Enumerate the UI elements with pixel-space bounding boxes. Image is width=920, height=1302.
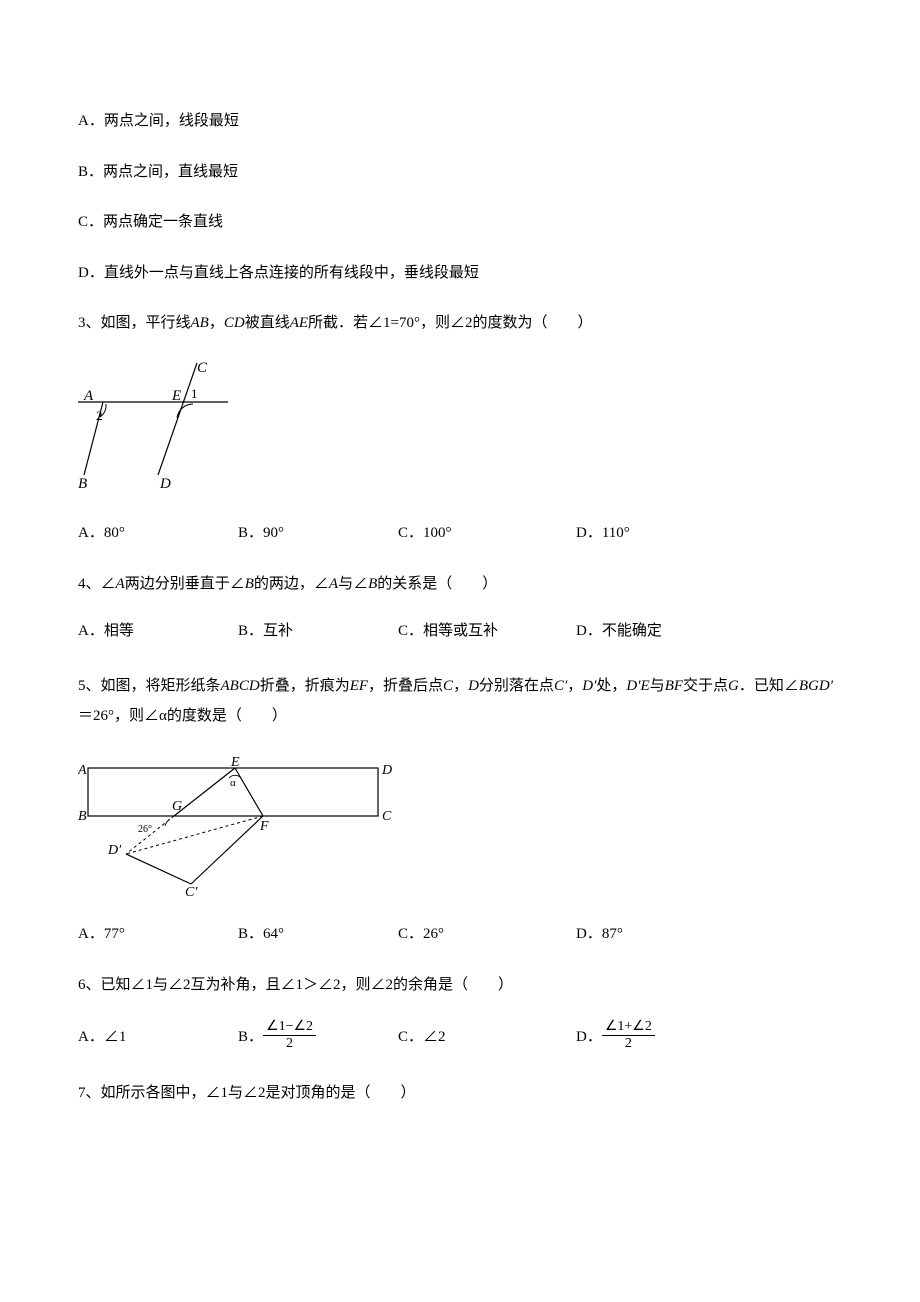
q5-figure: A D B C E F G D′ C′ α 26°: [78, 756, 842, 904]
q6-d-den: 2: [602, 1036, 655, 1052]
q4-b1: B: [245, 576, 254, 592]
q3-options: A．80° B．90° C．100° D．110°: [78, 522, 842, 545]
q3-fig-2: 2: [96, 408, 103, 423]
q2-option-c[interactable]: C．两点确定一条直线: [78, 211, 842, 234]
q5-end: 交于: [683, 678, 713, 694]
q6-d-frac: ∠1+∠22: [602, 1019, 655, 1052]
q5-d: D: [468, 678, 479, 694]
q5-opt-b[interactable]: B．64°: [238, 923, 398, 946]
q5-cp: C′: [554, 678, 567, 694]
q3-fig-d: D: [159, 476, 171, 492]
q5-m5: 与: [650, 678, 665, 694]
q5-opt-d[interactable]: D．87°: [576, 923, 736, 946]
q4-opt-b[interactable]: B．互补: [238, 620, 398, 643]
q7-text: 7、如所示各图中，∠1与∠2是对顶角的是（ ）: [78, 1082, 842, 1105]
q4-text: 4、∠A两边分别垂直于∠B的两边，∠A与∠B的关系是（ ）: [78, 573, 842, 596]
q6-opt-c[interactable]: C．∠2: [398, 1026, 576, 1049]
q5-abcd: ABCD: [221, 678, 260, 694]
q2-option-d[interactable]: D．直线外一点与直线上各点连接的所有线段中，垂线段最短: [78, 262, 842, 285]
q4-b2: B: [368, 576, 377, 592]
q3-fig-1: 1: [191, 386, 198, 401]
q3-ae: AE: [290, 315, 308, 331]
q5-p1: 5、如图，将矩形纸条: [78, 678, 221, 694]
q3-fig-b: B: [78, 476, 87, 492]
q5-l2p: 点: [713, 678, 728, 694]
q3-figure: A E C B D 1 2: [78, 360, 842, 503]
q5-dp: D′: [582, 678, 596, 694]
q5-l2m: ．已知∠: [739, 678, 799, 694]
q3-fig-c: C: [197, 360, 208, 376]
q5-fig-dp: D′: [107, 843, 122, 858]
q6-d-num: ∠1+∠2: [602, 1019, 655, 1036]
q5-fig-f: F: [259, 819, 269, 834]
q6-b-num: ∠1−∠2: [263, 1019, 316, 1036]
q4-opt-c[interactable]: C．相等或互补: [398, 620, 576, 643]
q3-m2: 被直线: [245, 315, 290, 331]
q5-fig-a: A: [78, 763, 87, 778]
q5-l2e: ＝26°，则∠α的度数是（ ）: [78, 708, 287, 724]
q3-m1: ，: [209, 315, 224, 331]
q5-m4: 处，: [596, 678, 626, 694]
q5-bf: BF: [665, 678, 683, 694]
q5-options: A．77° B．64° C．26° D．87°: [78, 923, 842, 946]
q5-fig-c: C: [382, 809, 392, 824]
q3-opt-c[interactable]: C．100°: [398, 522, 576, 545]
q5-c: C: [443, 678, 453, 694]
q5-opt-a[interactable]: A．77°: [78, 923, 238, 946]
q4-a2: A: [329, 576, 338, 592]
q4-a1: A: [116, 576, 125, 592]
q5-fig-cp: C′: [185, 885, 198, 896]
q4-opt-a[interactable]: A．相等: [78, 620, 238, 643]
q5-dpe: D′E: [626, 678, 649, 694]
q5-bgdp: BGD′: [799, 678, 833, 694]
q5-fig-alpha: α: [230, 777, 236, 789]
q5-g: G: [728, 678, 739, 694]
q5-m3: 分别落在点: [479, 678, 554, 694]
q5-fig-b: B: [78, 809, 87, 824]
q5-fig-ang: 26°: [138, 824, 152, 835]
q3-ab: AB: [191, 315, 209, 331]
q3-opt-d[interactable]: D．110°: [576, 522, 736, 545]
q5-c1: ，: [453, 678, 468, 694]
q6-opt-a[interactable]: A．∠1: [78, 1026, 238, 1049]
q5-fig-d: D: [381, 763, 392, 778]
q5-m2: ，折叠后点: [368, 678, 443, 694]
q6-b-pre: B．: [238, 1029, 263, 1045]
q3-cd: CD: [224, 315, 245, 331]
q6-b-den: 2: [263, 1036, 316, 1052]
q3-pre: 3、如图，平行线: [78, 315, 191, 331]
q4-options: A．相等 B．互补 C．相等或互补 D．不能确定: [78, 620, 842, 643]
q5-m1: 折叠，折痕为: [260, 678, 350, 694]
q5-opt-c[interactable]: C．26°: [398, 923, 576, 946]
q2-option-b[interactable]: B．两点之间，直线最短: [78, 161, 842, 184]
q5-ef: EF: [350, 678, 368, 694]
q5-fig-e: E: [230, 756, 240, 770]
q6-text: 6、已知∠1与∠2互为补角，且∠1＞∠2，则∠2的余角是（ ）: [78, 974, 842, 997]
q3-after: 所截．若∠1=70°，则∠2的度数为（ ）: [308, 315, 592, 331]
q6-d-pre: D．: [576, 1029, 602, 1045]
q2-option-a[interactable]: A．两点之间，线段最短: [78, 110, 842, 133]
q6-options: A．∠1 B．∠1−∠22 C．∠2 D．∠1+∠22: [78, 1021, 842, 1054]
q5-text: 5、如图，将矩形纸条ABCD折叠，折痕为EF，折叠后点C，D分别落在点C′，D′…: [78, 671, 842, 731]
q3-opt-a[interactable]: A．80°: [78, 522, 238, 545]
q6-b-frac: ∠1−∠22: [263, 1019, 316, 1052]
q3-opt-b[interactable]: B．90°: [238, 522, 398, 545]
q4-opt-d[interactable]: D．不能确定: [576, 620, 736, 643]
q6-opt-d[interactable]: D．∠1+∠22: [576, 1021, 736, 1054]
q3-text: 3、如图，平行线AB，CD被直线AE所截．若∠1=70°，则∠2的度数为（ ）: [78, 312, 842, 335]
q3-fig-a: A: [83, 388, 94, 404]
q5-c2: ，: [567, 678, 582, 694]
q3-fig-e: E: [171, 388, 181, 404]
q6-opt-b[interactable]: B．∠1−∠22: [238, 1021, 398, 1054]
q5-fig-g: G: [172, 799, 182, 814]
